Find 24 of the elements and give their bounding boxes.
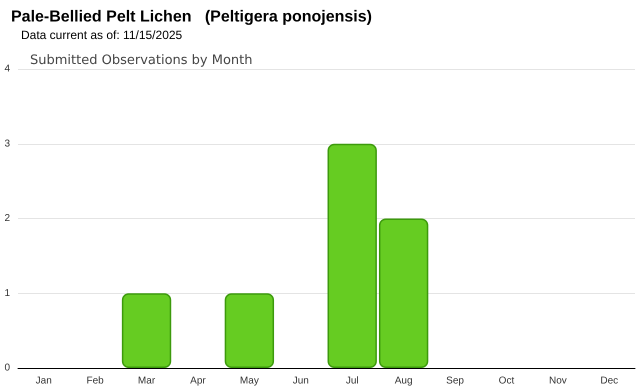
y-tick-label: 2 (4, 213, 10, 224)
x-tick-label: May (240, 376, 259, 386)
x-tick-label: Sep (446, 376, 464, 386)
y-tick-label: 1 (4, 288, 10, 299)
x-tick-label: Oct (498, 376, 514, 386)
chart-subtitle: Data current as of: 11/15/2025 (21, 28, 183, 42)
x-tick-label: Dec (600, 376, 618, 386)
x-tick-label: Apr (190, 376, 206, 386)
y-tick-label: 3 (4, 138, 10, 150)
text: Submitted Observations by Month (30, 53, 252, 68)
chart-title: Pale-Bellied Pelt Lichen (Peltigera ponojensis) (11, 8, 372, 26)
x-tick-label: Jun (292, 376, 309, 386)
x-tick-label: Aug (394, 376, 413, 386)
bar (224, 293, 274, 368)
bar (378, 218, 428, 368)
y-tick-label: 0 (4, 362, 10, 374)
x-tick-label: Jul (346, 376, 359, 386)
x-tick-label: Jan (36, 376, 52, 386)
x-tick-label: Feb (86, 376, 104, 386)
bar (328, 144, 377, 368)
x-tick-label: Mar (138, 376, 156, 386)
x-tick-label: Nov (548, 376, 567, 386)
bar (122, 293, 172, 368)
y-tick-label: 4 (4, 64, 10, 74)
